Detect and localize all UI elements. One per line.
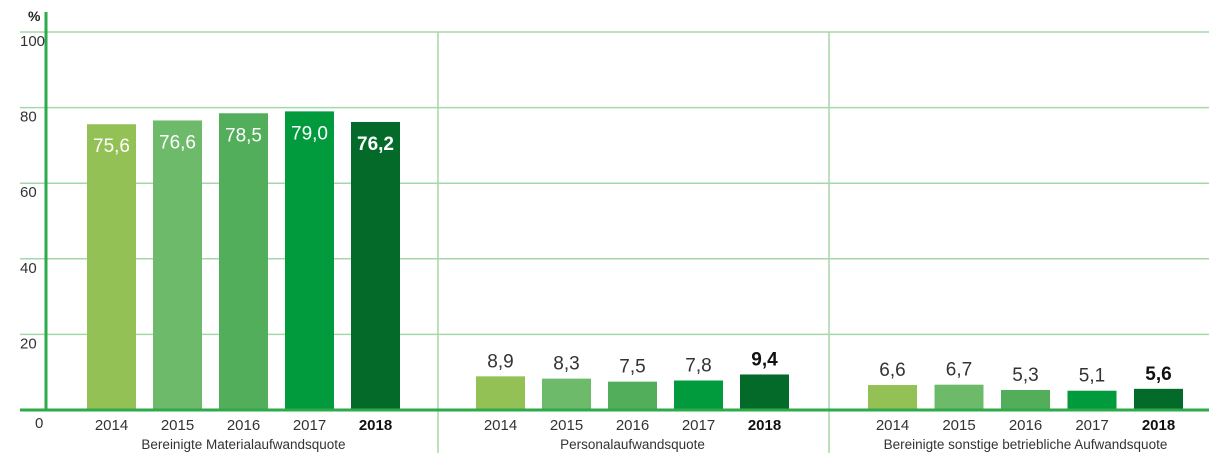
bars [87, 111, 1183, 411]
y-unit-label: % [28, 8, 41, 24]
x-tick-label: 2015 [161, 417, 194, 434]
y-tick-label: 0 [35, 415, 43, 432]
x-tick-label: 2015 [942, 417, 975, 434]
bar-2-2017 [674, 380, 723, 410]
data-label: 7,5 [619, 357, 645, 378]
axes [20, 12, 1209, 412]
x-tick-label: 2017 [1075, 417, 1108, 434]
bar-2-2018 [740, 374, 789, 410]
x-tick-label: 2014 [876, 417, 909, 434]
y-tick-label: 80 [20, 109, 37, 126]
bar-2-2016 [608, 381, 657, 410]
x-tick-label: 2016 [616, 417, 649, 434]
data-label: 78,5 [225, 125, 262, 146]
y-tick-label: 20 [20, 335, 37, 352]
data-label: 5,1 [1079, 366, 1105, 387]
data-label: 8,9 [487, 351, 513, 372]
group-label: Bereinigte Materialaufwandsquote [141, 437, 345, 452]
x-tick-label: 2014 [484, 417, 517, 434]
data-label: 75,6 [93, 136, 130, 157]
x-tick-label: 2018 [1142, 417, 1175, 434]
bar-1-2015 [153, 120, 202, 411]
labels: 0 20 40 60 80 100% 75,6 2014 76,6 2015 78,5 2016 79,… [20, 8, 1175, 452]
x-tick-label: 2017 [293, 417, 326, 434]
bar-3-2018 [1134, 388, 1183, 410]
bar-3-2017 [1067, 390, 1117, 410]
data-label: 6,7 [946, 360, 972, 381]
data-label: 9,4 [751, 349, 778, 370]
bar-2-2015 [542, 378, 591, 410]
bar-1-2017 [285, 111, 334, 410]
x-tick-label: 2016 [227, 417, 260, 434]
bar-1-2014 [87, 124, 136, 411]
x-tick-label: 2018 [748, 417, 781, 434]
data-label: 5,6 [1145, 364, 1171, 385]
gridlines [20, 31, 1209, 336]
bar-1-2016 [219, 113, 268, 411]
group-label: Bereinigte sonstige betriebliche Aufwand… [884, 437, 1168, 452]
bar-1-2018 [351, 121, 400, 411]
data-label: 76,2 [357, 134, 394, 155]
x-tick-label: 2018 [359, 417, 392, 434]
x-tick-label: 2014 [95, 417, 128, 434]
x-tick-label: 2015 [550, 417, 583, 434]
x-tick-label: 2016 [1009, 417, 1042, 434]
data-label: 76,6 [159, 132, 196, 153]
data-label: 7,8 [685, 356, 711, 377]
y-tick-label: 60 [20, 184, 37, 201]
y-tick-label: 40 [20, 260, 37, 277]
data-label: 5,3 [1012, 365, 1038, 386]
bar-3-2015 [934, 384, 984, 410]
y-tick-label: 100 [20, 33, 45, 50]
data-label: 79,0 [291, 123, 328, 144]
data-label: 8,3 [553, 354, 579, 375]
bar-3-2014 [868, 385, 917, 410]
bar-3-2016 [1001, 389, 1050, 410]
x-tick-label: 2017 [682, 417, 715, 434]
group-label: Personalaufwandsquote [560, 437, 705, 452]
group-separators [437, 32, 830, 453]
bar-2-2014 [476, 376, 525, 410]
data-label: 6,6 [879, 360, 905, 381]
